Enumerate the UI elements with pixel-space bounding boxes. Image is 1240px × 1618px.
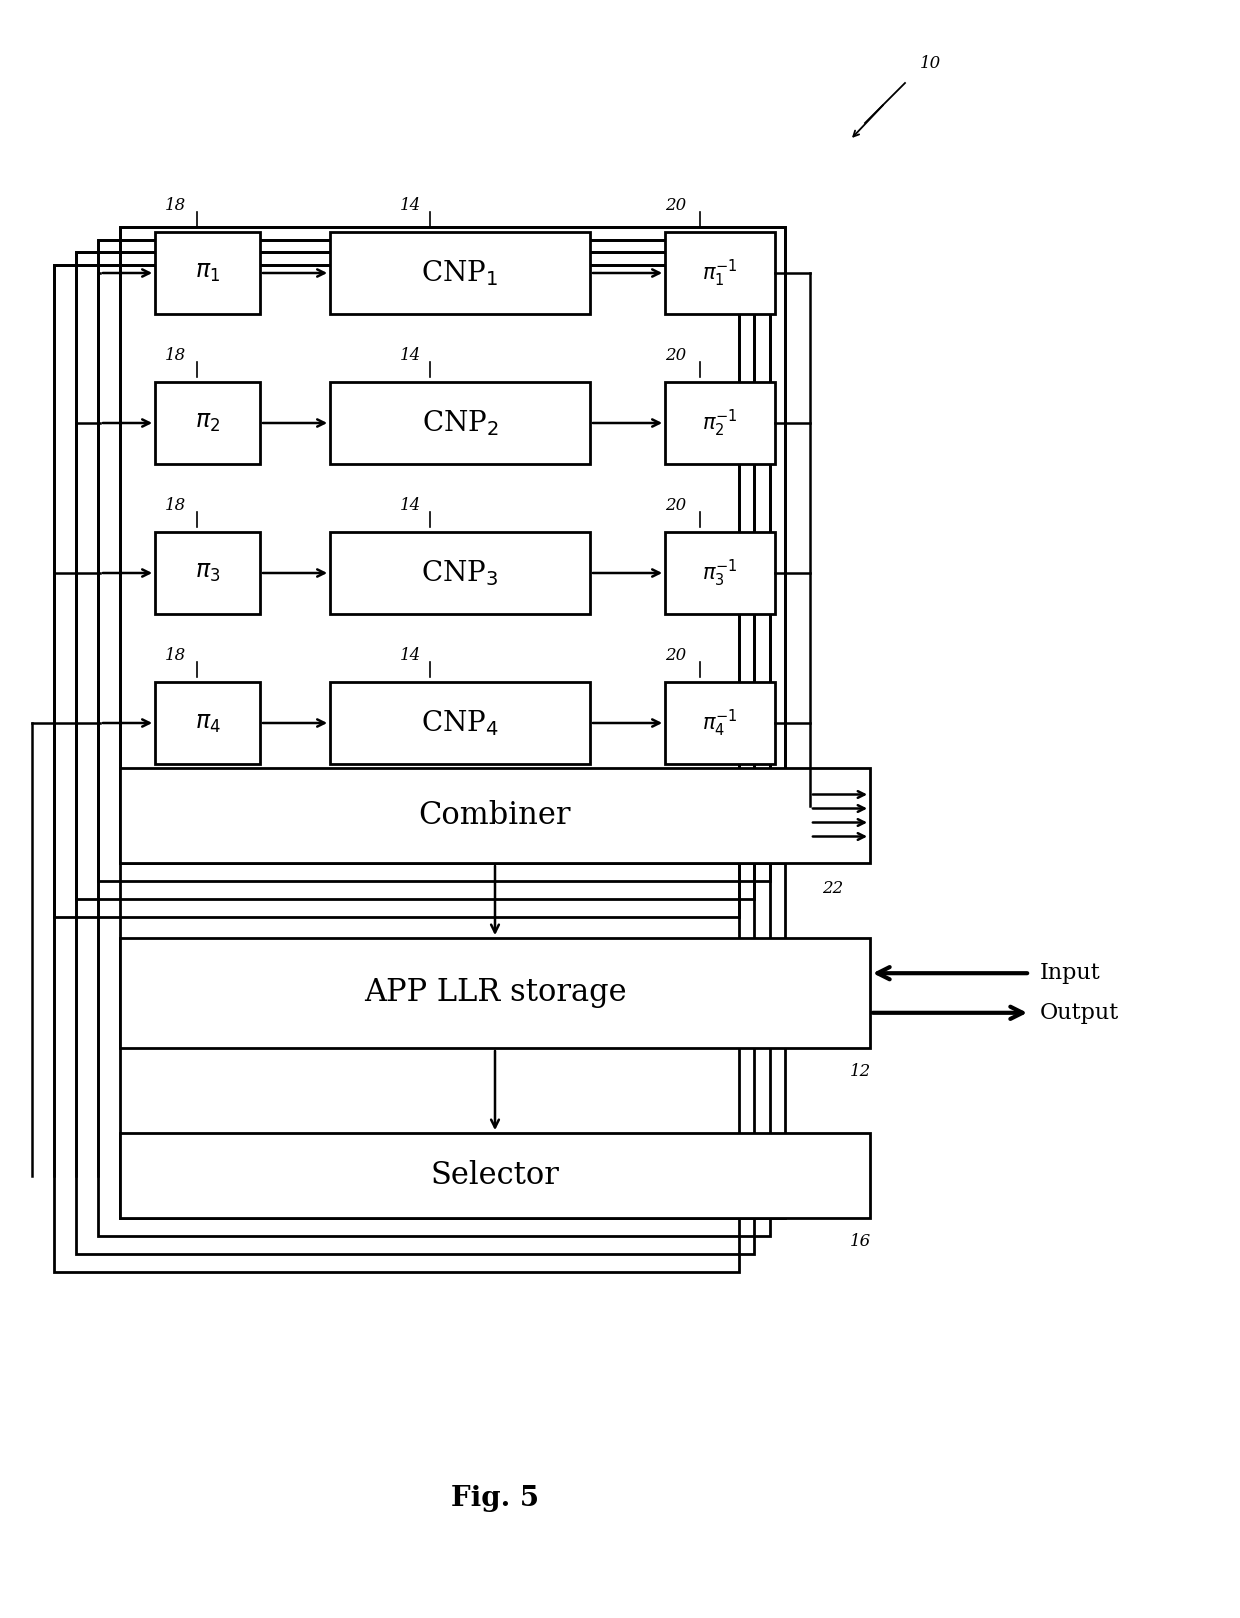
Text: 14: 14 bbox=[401, 497, 422, 515]
Bar bbox=[665, 231, 775, 314]
Bar bbox=[120, 227, 785, 862]
Bar bbox=[120, 227, 785, 1218]
Text: $\pi_1^{-1}$: $\pi_1^{-1}$ bbox=[702, 257, 738, 288]
Bar bbox=[98, 239, 770, 880]
Text: Selector: Selector bbox=[430, 1160, 559, 1191]
Text: 22: 22 bbox=[822, 880, 843, 896]
Text: $\pi_3^{-1}$: $\pi_3^{-1}$ bbox=[702, 557, 738, 589]
Bar bbox=[665, 683, 775, 764]
Text: CNP$_2$: CNP$_2$ bbox=[422, 408, 498, 438]
Text: CNP$_4$: CNP$_4$ bbox=[422, 709, 498, 738]
Bar bbox=[330, 382, 590, 464]
Bar bbox=[665, 382, 775, 464]
Text: 14: 14 bbox=[401, 346, 422, 364]
Text: $\pi_2$: $\pi_2$ bbox=[195, 411, 219, 435]
Text: $\pi_2^{-1}$: $\pi_2^{-1}$ bbox=[702, 408, 738, 438]
Text: CNP$_3$: CNP$_3$ bbox=[422, 558, 498, 587]
Bar bbox=[55, 265, 739, 917]
Text: $\pi_3$: $\pi_3$ bbox=[195, 561, 221, 584]
Text: 18: 18 bbox=[165, 647, 186, 663]
Bar bbox=[76, 252, 754, 1254]
Bar bbox=[665, 532, 775, 613]
Bar bbox=[330, 532, 590, 613]
Text: 14: 14 bbox=[401, 647, 422, 663]
Bar bbox=[155, 683, 260, 764]
Bar bbox=[330, 231, 590, 314]
Bar bbox=[155, 532, 260, 613]
Text: Fig. 5: Fig. 5 bbox=[451, 1484, 539, 1511]
Text: $\pi_1$: $\pi_1$ bbox=[195, 262, 219, 285]
Bar bbox=[155, 231, 260, 314]
Text: 16: 16 bbox=[849, 1233, 872, 1251]
Text: 20: 20 bbox=[665, 647, 686, 663]
Text: APP LLR storage: APP LLR storage bbox=[363, 977, 626, 1008]
Bar bbox=[98, 239, 770, 1236]
Text: 14: 14 bbox=[401, 197, 422, 214]
Text: Input: Input bbox=[1040, 963, 1101, 984]
Bar bbox=[330, 683, 590, 764]
Bar bbox=[155, 382, 260, 464]
Bar bbox=[120, 938, 870, 1048]
Text: 20: 20 bbox=[665, 197, 686, 214]
Text: 20: 20 bbox=[665, 346, 686, 364]
Bar bbox=[76, 252, 754, 900]
Text: Output: Output bbox=[1040, 1002, 1120, 1024]
Text: 10: 10 bbox=[920, 55, 941, 71]
Text: 20: 20 bbox=[665, 497, 686, 515]
Bar bbox=[120, 1133, 870, 1218]
Text: 18: 18 bbox=[165, 197, 186, 214]
Text: $\pi_4^{-1}$: $\pi_4^{-1}$ bbox=[702, 707, 738, 738]
Text: 18: 18 bbox=[165, 346, 186, 364]
Bar bbox=[120, 769, 870, 862]
Text: 18: 18 bbox=[165, 497, 186, 515]
Text: $\pi_4$: $\pi_4$ bbox=[195, 712, 221, 735]
Text: CNP$_1$: CNP$_1$ bbox=[422, 259, 498, 288]
Bar bbox=[55, 265, 739, 1272]
Text: 12: 12 bbox=[849, 1063, 872, 1079]
Text: Combiner: Combiner bbox=[419, 799, 572, 832]
